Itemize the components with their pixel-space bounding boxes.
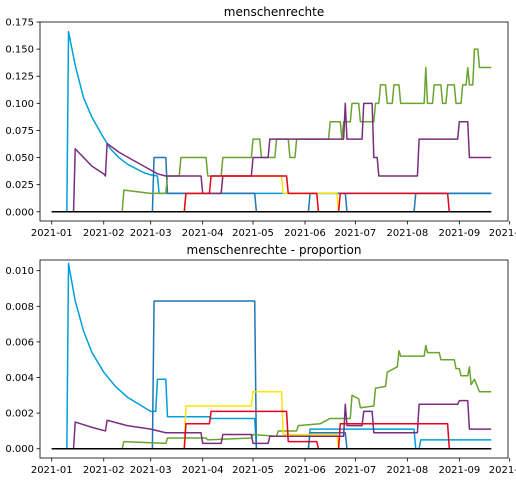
x-tick-label: 2021-07 bbox=[334, 465, 376, 476]
chart-title: menschenrechte bbox=[224, 5, 324, 19]
x-tick: 2021-09 bbox=[438, 221, 480, 239]
plot-frame bbox=[39, 259, 509, 459]
x-tick: 2021-06 bbox=[284, 221, 326, 239]
y-tick: 0.010 bbox=[5, 266, 40, 277]
x-tick: 2021-01 bbox=[31, 221, 73, 239]
y-tick: 0.100 bbox=[5, 99, 40, 110]
y-tick: 0.050 bbox=[5, 153, 40, 164]
y-tick-label: 0.150 bbox=[5, 45, 34, 56]
y-tick-label: 0.010 bbox=[5, 266, 34, 277]
series-line-1 bbox=[51, 156, 492, 213]
x-tick: 2021-02 bbox=[83, 458, 125, 476]
x-tick: 2021-07 bbox=[334, 221, 376, 239]
x-tick-label: 2021-02 bbox=[83, 228, 125, 239]
y-tick-label: 0.175 bbox=[5, 18, 34, 29]
x-tick: 2021-10 bbox=[489, 458, 516, 476]
x-tick-label: 2021-01 bbox=[31, 465, 73, 476]
y-tick-label: 0.025 bbox=[5, 180, 34, 191]
y-tick: 0.175 bbox=[5, 18, 40, 29]
x-tick: 2021-02 bbox=[83, 221, 125, 239]
x-tick-label: 2021-04 bbox=[182, 465, 224, 476]
x-tick: 2021-10 bbox=[489, 221, 516, 239]
x-tick: 2021-03 bbox=[130, 458, 172, 476]
x-tick-label: 2021-03 bbox=[130, 465, 172, 476]
y-tick: 0.000 bbox=[5, 444, 40, 455]
x-tick-label: 2021-03 bbox=[130, 228, 172, 239]
x-tick-label: 2021-09 bbox=[438, 228, 480, 239]
x-tick: 2021-08 bbox=[386, 221, 428, 239]
y-tick: 0.000 bbox=[5, 207, 40, 218]
series-line-0 bbox=[51, 31, 492, 213]
x-tick-label: 2021-02 bbox=[83, 465, 125, 476]
series-line-2 bbox=[51, 344, 492, 450]
x-tick-label: 2021-08 bbox=[386, 228, 428, 239]
x-tick-label: 2021-04 bbox=[182, 228, 224, 239]
plot-frame bbox=[39, 21, 509, 222]
y-tick-label: 0.050 bbox=[5, 153, 34, 164]
series-line-1 bbox=[51, 300, 492, 450]
x-tick: 2021-01 bbox=[31, 458, 73, 476]
y-tick-label: 0.000 bbox=[5, 207, 34, 218]
chart-title: menschenrechte - proportion bbox=[187, 243, 362, 257]
x-tick-label: 2021-10 bbox=[489, 465, 516, 476]
y-tick: 0.006 bbox=[5, 337, 40, 348]
series-line-0 bbox=[51, 262, 492, 450]
y-tick-label: 0.006 bbox=[5, 337, 34, 348]
series-line-4 bbox=[51, 399, 492, 450]
y-tick: 0.125 bbox=[5, 72, 40, 83]
y-tick-label: 0.004 bbox=[5, 373, 34, 384]
x-tick: 2021-04 bbox=[182, 221, 224, 239]
chart-bottom: menschenrechte - proportion 0.000 0.002 0.0… bbox=[5, 243, 516, 476]
x-tick-label: 2021-09 bbox=[438, 465, 480, 476]
x-tick-label: 2021-05 bbox=[232, 465, 274, 476]
chart-top: menschenrechte 0.000 0.025 0.050 0.075 0.100 0… bbox=[5, 5, 516, 239]
series-line-4 bbox=[51, 102, 492, 213]
x-tick: 2021-04 bbox=[182, 458, 224, 476]
x-tick: 2021-03 bbox=[130, 221, 172, 239]
x-tick-label: 2021-06 bbox=[284, 465, 326, 476]
y-tick-label: 0.075 bbox=[5, 126, 34, 137]
y-tick: 0.002 bbox=[5, 409, 40, 420]
x-tick-label: 2021-01 bbox=[31, 228, 73, 239]
x-tick: 2021-05 bbox=[232, 221, 274, 239]
y-tick: 0.004 bbox=[5, 373, 40, 384]
y-tick-label: 0.008 bbox=[5, 302, 34, 313]
x-tick: 2021-09 bbox=[438, 458, 480, 476]
y-tick-label: 0.100 bbox=[5, 99, 34, 110]
y-tick: 0.025 bbox=[5, 180, 40, 191]
y-tick-label: 0.125 bbox=[5, 72, 34, 83]
y-tick: 0.150 bbox=[5, 45, 40, 56]
x-tick: 2021-07 bbox=[334, 458, 376, 476]
y-tick-label: 0.000 bbox=[5, 444, 34, 455]
y-tick: 0.075 bbox=[5, 126, 40, 137]
y-tick: 0.008 bbox=[5, 302, 40, 313]
x-tick: 2021-06 bbox=[284, 458, 326, 476]
x-tick: 2021-05 bbox=[232, 458, 274, 476]
series-line-2 bbox=[51, 48, 492, 213]
y-tick-label: 0.002 bbox=[5, 409, 34, 420]
x-tick-label: 2021-08 bbox=[386, 465, 428, 476]
x-tick-label: 2021-10 bbox=[489, 228, 516, 239]
series-line-5 bbox=[51, 175, 492, 213]
series-line-5 bbox=[51, 410, 492, 450]
x-tick-label: 2021-06 bbox=[284, 228, 326, 239]
x-tick-label: 2021-05 bbox=[232, 228, 274, 239]
x-tick: 2021-08 bbox=[386, 458, 428, 476]
x-tick-label: 2021-07 bbox=[334, 228, 376, 239]
